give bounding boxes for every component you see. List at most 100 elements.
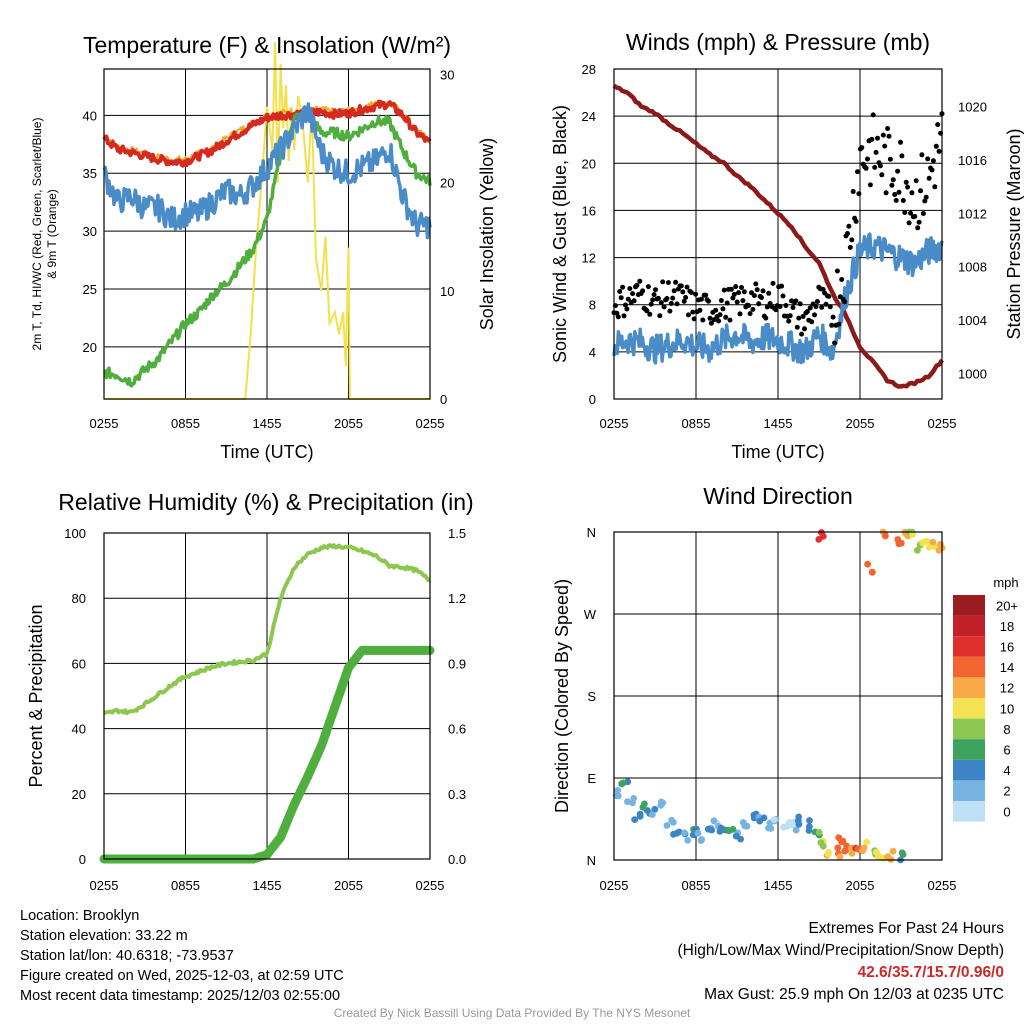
gust-point bbox=[915, 225, 921, 231]
gust-point bbox=[834, 268, 840, 274]
insolation-y-label: Solar Insolation (Yellow) bbox=[477, 138, 497, 330]
gust-point bbox=[673, 279, 679, 285]
gust-point bbox=[683, 295, 689, 300]
gust-point bbox=[668, 301, 674, 306]
temp-y-tick: 25 bbox=[83, 282, 97, 297]
temperature-y-label-2: & 9m T (Orange) bbox=[45, 189, 59, 279]
gust-point bbox=[919, 152, 925, 158]
gust-point bbox=[845, 231, 850, 236]
colorbar-swatch bbox=[953, 759, 985, 781]
precip-y-tick: 0.3 bbox=[448, 787, 466, 802]
direction-point bbox=[684, 837, 692, 844]
gust-point bbox=[916, 219, 922, 225]
colorbar-label: 6 bbox=[1003, 743, 1010, 758]
direction-point bbox=[631, 816, 638, 823]
colorbar-label: 2 bbox=[1003, 784, 1010, 799]
gust-point bbox=[865, 156, 870, 162]
direction-point bbox=[806, 817, 813, 824]
gust-point bbox=[630, 291, 636, 297]
direction-point bbox=[630, 795, 638, 802]
gust-point bbox=[706, 298, 711, 304]
gust-point bbox=[812, 312, 817, 318]
direction-point bbox=[838, 838, 845, 846]
gust-point bbox=[870, 112, 876, 118]
wind-x-tick: 0255 bbox=[928, 416, 957, 431]
gust-point bbox=[796, 315, 802, 321]
extremes-values: 42.6/35.7/15.7/0.96/0 bbox=[857, 964, 1004, 981]
gust-point bbox=[740, 298, 746, 304]
rh-line bbox=[103, 543, 431, 716]
gust-point bbox=[886, 133, 892, 139]
gust-point bbox=[718, 298, 724, 303]
gust-point bbox=[923, 194, 929, 200]
gust-point bbox=[813, 304, 819, 310]
gust-point bbox=[615, 314, 621, 320]
wind-direction-plot-frame bbox=[613, 531, 943, 861]
wind-x-tick: 1455 bbox=[764, 416, 793, 431]
wind-direction-series bbox=[612, 528, 946, 864]
direction-point bbox=[929, 538, 937, 546]
colorbar-swatch bbox=[953, 718, 985, 740]
direction-point bbox=[825, 849, 832, 856]
rh-x-tick: 0855 bbox=[171, 878, 200, 893]
colorbar-swatch bbox=[953, 595, 985, 616]
gust-point bbox=[925, 156, 931, 162]
gust-point bbox=[804, 309, 810, 314]
wind-direction-panel: Wind Direction 0255 0855 1455 2055 0255 N E S W N… bbox=[552, 483, 1019, 893]
gust-point bbox=[900, 198, 906, 203]
colorbar-label: 14 bbox=[1000, 660, 1014, 675]
gust-point bbox=[832, 340, 838, 346]
colorbar-swatch bbox=[953, 780, 985, 801]
direction-point bbox=[698, 836, 706, 843]
temperature-panel-title: Temperature (F) & Insolation (W/m²) bbox=[83, 32, 451, 58]
gust-point bbox=[697, 307, 703, 313]
gust-point bbox=[763, 315, 769, 321]
gust-point bbox=[703, 292, 709, 298]
pressure-y-tick: 1000 bbox=[958, 367, 987, 382]
gust-point bbox=[739, 285, 744, 290]
temp-series-3 bbox=[102, 102, 432, 240]
wind-y-tick: 12 bbox=[582, 251, 596, 266]
direction-point bbox=[670, 818, 677, 826]
rh-x-tick: 2055 bbox=[334, 878, 363, 893]
gust-point bbox=[623, 302, 628, 308]
direction-point bbox=[836, 853, 844, 861]
gust-point bbox=[670, 295, 676, 301]
gust-point bbox=[655, 295, 661, 301]
colorbar-label: 8 bbox=[1003, 722, 1010, 737]
gust-point bbox=[898, 139, 903, 145]
gust-point bbox=[797, 301, 803, 307]
dir-y-tick: W bbox=[584, 607, 597, 622]
gust-point bbox=[658, 300, 664, 306]
rh-y-tick: 0 bbox=[79, 852, 86, 867]
gust-point bbox=[773, 307, 779, 313]
gust-point bbox=[634, 282, 640, 288]
gust-point bbox=[918, 188, 923, 194]
gust-point bbox=[667, 308, 673, 314]
direction-point bbox=[863, 838, 870, 846]
wind-pressure-ticks: 0255 0855 1455 2055 0255 0 4 8 12 16 20 24 28 1000 100… bbox=[582, 62, 987, 431]
temperature-panel: Temperature (F) & Insolation (W/m²) 0255… bbox=[30, 32, 497, 462]
gust-point bbox=[661, 304, 667, 310]
direction-point bbox=[815, 536, 823, 543]
gust-point bbox=[651, 292, 657, 298]
dir-x-tick: 1455 bbox=[764, 878, 793, 893]
dir-x-tick: 0255 bbox=[600, 878, 629, 893]
pressure-y-tick: 1004 bbox=[958, 313, 987, 328]
dir-x-tick: 0855 bbox=[682, 878, 711, 893]
gust-point bbox=[657, 313, 663, 319]
direction-point bbox=[815, 829, 823, 836]
rh-x-tick: 1455 bbox=[253, 878, 282, 893]
colorbar-unit-label: mph bbox=[993, 575, 1018, 590]
gust-point bbox=[802, 326, 807, 332]
gust-point bbox=[922, 198, 928, 204]
insolation-y-tick: 30 bbox=[440, 67, 454, 82]
temperature-plot-frame bbox=[103, 68, 431, 400]
gust-point bbox=[764, 304, 770, 310]
temp-x-tick: 2055 bbox=[334, 416, 363, 431]
direction-point bbox=[875, 853, 882, 861]
direction-point bbox=[780, 823, 787, 831]
gust-point bbox=[690, 309, 696, 315]
gust-point bbox=[872, 164, 878, 170]
gust-point bbox=[855, 169, 860, 175]
